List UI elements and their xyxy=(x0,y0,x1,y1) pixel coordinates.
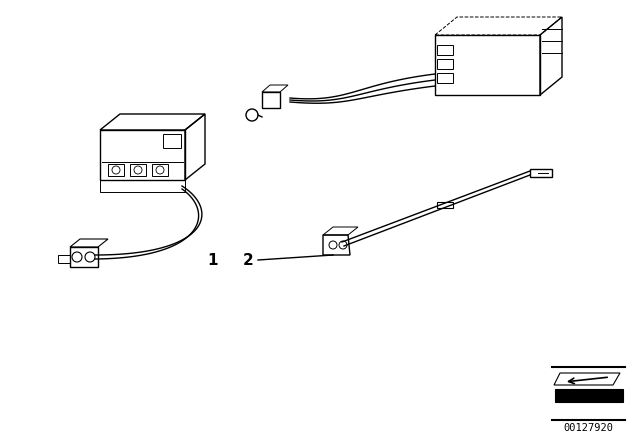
Text: 2: 2 xyxy=(243,253,253,267)
Polygon shape xyxy=(554,373,620,385)
Text: 1: 1 xyxy=(208,253,218,267)
Text: 00127920: 00127920 xyxy=(563,423,614,433)
Polygon shape xyxy=(555,389,623,402)
